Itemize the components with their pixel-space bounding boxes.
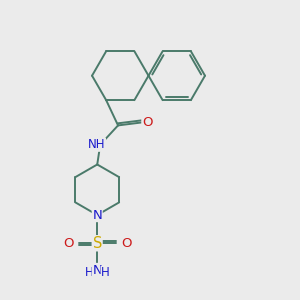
Text: N: N (92, 263, 102, 277)
Text: NH: NH (88, 138, 105, 151)
Text: N: N (92, 208, 102, 221)
Text: H: H (101, 266, 110, 280)
Text: S: S (93, 236, 102, 251)
Text: O: O (121, 237, 132, 250)
Text: O: O (63, 237, 74, 250)
Text: H: H (85, 266, 93, 280)
Text: O: O (142, 116, 152, 129)
